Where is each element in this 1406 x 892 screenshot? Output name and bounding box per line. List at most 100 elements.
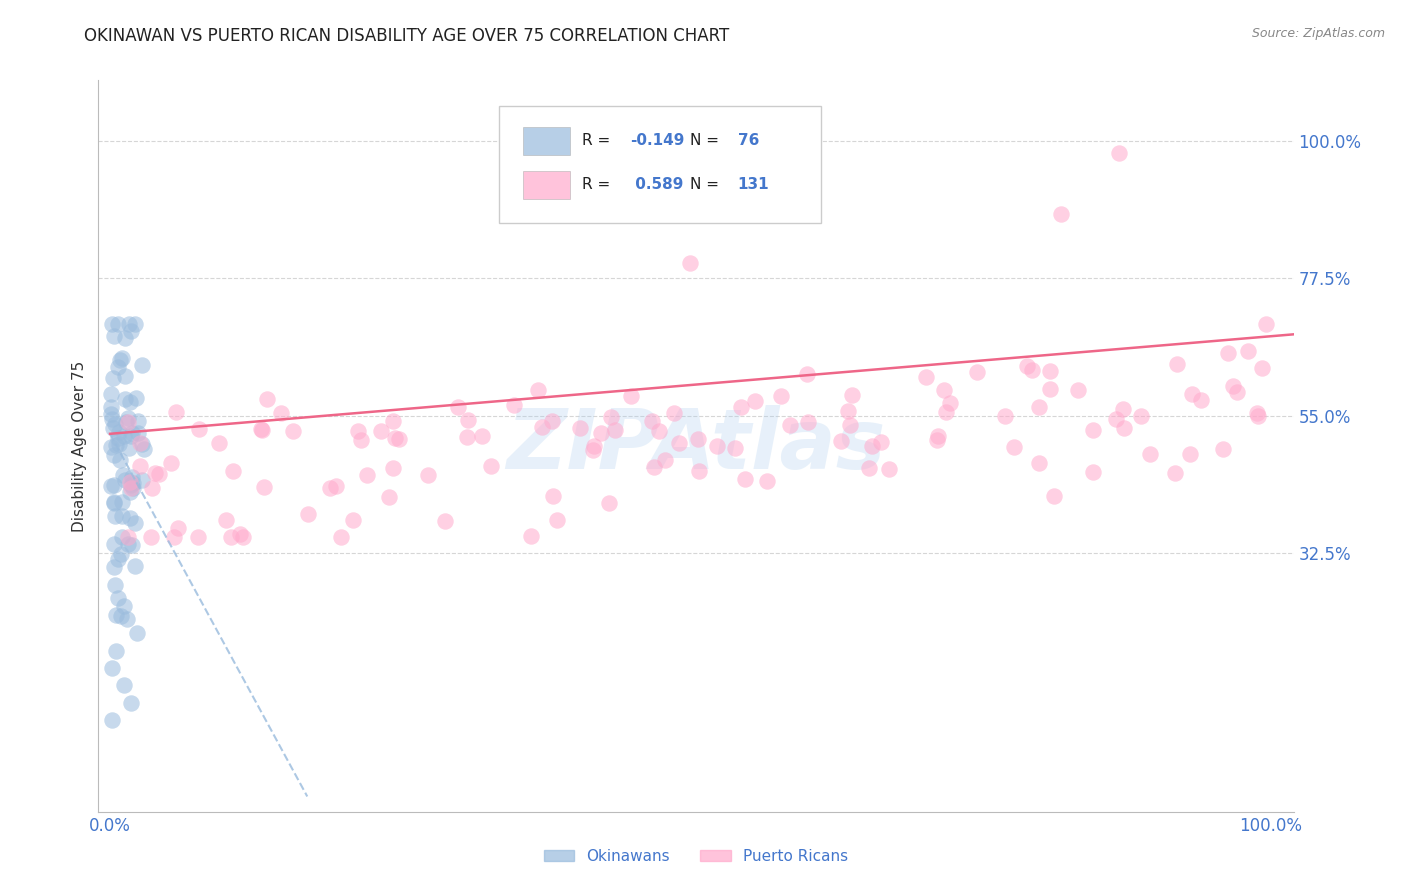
Point — [107, 431, 129, 445]
Point — [125, 626, 148, 640]
Point — [115, 612, 138, 626]
Point — [124, 516, 146, 531]
Point — [120, 428, 142, 442]
Point — [121, 538, 143, 552]
Point — [221, 530, 243, 544]
Point — [100, 479, 122, 493]
Point — [927, 429, 949, 443]
Point — [744, 393, 766, 408]
Point — [1081, 423, 1104, 437]
Point — [1002, 440, 1025, 454]
Point — [250, 422, 273, 436]
Point — [599, 410, 621, 425]
Point — [679, 256, 702, 270]
Point — [100, 440, 122, 454]
Point — [935, 404, 957, 418]
Point — [108, 437, 131, 451]
Point — [253, 479, 276, 493]
Point — [1083, 466, 1105, 480]
Point — [122, 476, 145, 491]
Point — [330, 530, 353, 544]
Point — [103, 494, 125, 508]
FancyBboxPatch shape — [523, 171, 571, 199]
Point — [325, 478, 347, 492]
Point — [1021, 362, 1043, 376]
Text: R =: R = — [582, 134, 616, 148]
Point — [1050, 207, 1073, 221]
Point — [418, 467, 440, 482]
Point — [107, 317, 129, 331]
Point — [120, 482, 142, 496]
Point — [879, 462, 901, 476]
Point — [100, 407, 122, 421]
Point — [1130, 409, 1153, 423]
Point — [160, 456, 183, 470]
Point — [110, 453, 132, 467]
Point — [1189, 393, 1212, 408]
Point — [433, 515, 456, 529]
Point — [127, 414, 149, 428]
Point — [724, 441, 747, 455]
Point — [188, 421, 211, 435]
Point — [114, 473, 136, 487]
Point — [769, 388, 792, 402]
Point — [120, 696, 142, 710]
Point — [914, 370, 936, 384]
Point — [131, 358, 153, 372]
Point — [120, 485, 142, 500]
Point — [939, 395, 962, 409]
Point — [114, 392, 136, 406]
Point — [114, 369, 136, 384]
Y-axis label: Disability Age Over 75: Disability Age Over 75 — [72, 360, 87, 532]
Point — [120, 477, 142, 491]
Point — [540, 414, 562, 428]
Point — [350, 433, 373, 447]
Point — [860, 439, 883, 453]
Point — [1105, 412, 1128, 426]
Point — [187, 530, 209, 544]
Point — [117, 537, 139, 551]
Point — [104, 607, 127, 622]
Point — [347, 424, 370, 438]
Point — [120, 475, 142, 490]
Point — [124, 559, 146, 574]
Point — [110, 495, 132, 509]
Point — [103, 371, 125, 385]
Point — [1028, 456, 1050, 470]
Point — [108, 425, 131, 439]
Point — [688, 433, 710, 447]
Point — [100, 714, 122, 728]
Point — [107, 359, 129, 374]
Point — [582, 442, 605, 457]
Text: Source: ZipAtlas.com: Source: ZipAtlas.com — [1251, 27, 1385, 40]
Point — [112, 429, 135, 443]
Point — [870, 435, 893, 450]
Point — [222, 464, 245, 478]
Point — [107, 591, 129, 606]
Text: R =: R = — [582, 178, 616, 193]
Point — [382, 461, 405, 475]
Point — [1251, 360, 1274, 375]
Point — [297, 507, 319, 521]
Point — [994, 409, 1017, 423]
Point — [103, 559, 125, 574]
Point — [256, 392, 278, 406]
Point — [110, 547, 132, 561]
Point — [114, 331, 136, 345]
Point — [605, 423, 627, 437]
Point — [384, 431, 406, 445]
Point — [1039, 364, 1062, 378]
Point — [120, 324, 142, 338]
Point — [1164, 467, 1187, 481]
Text: OKINAWAN VS PUERTO RICAN DISABILITY AGE OVER 75 CORRELATION CHART: OKINAWAN VS PUERTO RICAN DISABILITY AGE … — [84, 27, 730, 45]
Point — [167, 521, 190, 535]
Point — [215, 513, 238, 527]
Point — [734, 472, 756, 486]
Point — [1226, 384, 1249, 399]
Point — [569, 420, 592, 434]
Point — [797, 415, 820, 429]
Point — [117, 530, 139, 544]
Point — [1038, 382, 1060, 396]
Point — [457, 412, 479, 426]
Text: -0.149: -0.149 — [630, 134, 685, 148]
